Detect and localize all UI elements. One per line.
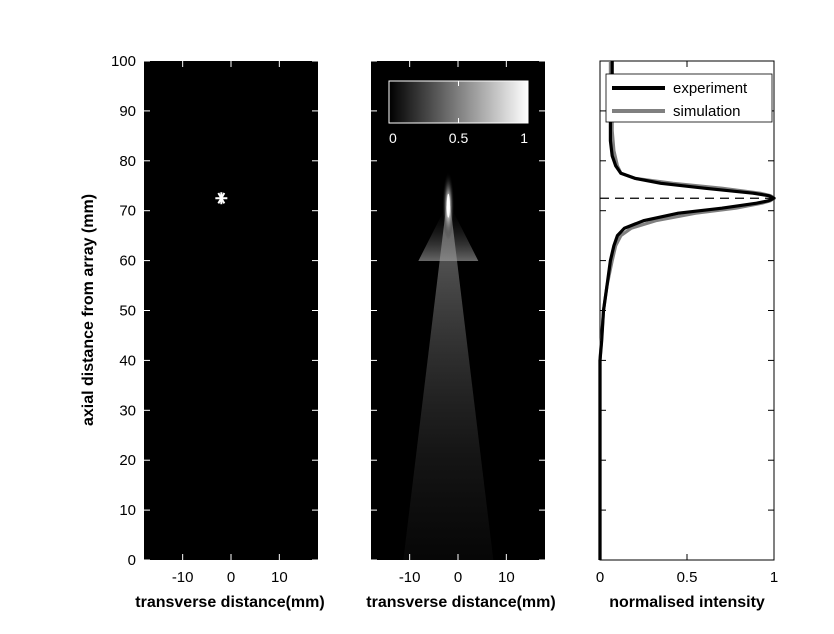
y-axis-label: axial distance from array (mm) <box>80 194 97 426</box>
y-tick-label: 60 <box>119 253 136 270</box>
legend: experiment simulation <box>605 73 773 123</box>
panel3-plot-area <box>599 60 775 561</box>
beam-diverging <box>403 205 494 560</box>
series-line-experiment <box>598 61 776 560</box>
y-tick-label: 0 <box>128 552 136 569</box>
colorbar-tick-label: 0 <box>389 130 397 146</box>
y-tick-label: 90 <box>119 103 136 120</box>
x-tick-label: -10 <box>172 569 194 586</box>
panel3-xlabel: normalised intensity <box>609 594 765 611</box>
x-tick-label: 10 <box>271 569 288 586</box>
y-tick-label: 100 <box>111 53 136 70</box>
target-marker <box>215 192 228 205</box>
x-tick-label: 10 <box>498 569 515 586</box>
y-tick-label: 40 <box>119 352 136 369</box>
intensity-field-panel: -10 0 10 0 0.5 1 transverse distance(mm) <box>366 60 556 611</box>
x-tick-label: 0 <box>454 569 462 586</box>
y-tick-label: 50 <box>119 303 136 320</box>
legend-box <box>605 73 773 123</box>
x-tick-label: -10 <box>399 569 421 586</box>
x-tick-label: 0 <box>227 569 235 586</box>
panel2-xlabel: transverse distance(mm) <box>366 594 555 611</box>
panel1-xlabel: transverse distance(mm) <box>135 594 324 611</box>
x-tick-label: 0 <box>596 569 604 586</box>
x-tick-label: 0.5 <box>677 569 698 586</box>
y-tick-label: 20 <box>119 452 136 469</box>
colorbar-gradient <box>388 80 529 124</box>
y-tick-label: 10 <box>119 502 136 519</box>
colorbar-tick-label: 0.5 <box>449 130 469 146</box>
legend-simulation-label: simulation <box>673 103 741 120</box>
target-position-panel: 0 10 20 30 40 50 60 70 80 90 100 -10 0 10 transverse… <box>80 53 325 611</box>
focal-peak <box>446 193 450 218</box>
colorbar: 0 0.5 1 <box>388 80 529 146</box>
y-tick-label: 30 <box>119 402 136 419</box>
axial-profile-panel: 0 0.5 1 experiment simulation normalised i… <box>596 60 778 611</box>
y-tick-label: 70 <box>119 203 136 220</box>
x-tick-label: 1 <box>770 569 778 586</box>
legend-experiment-label: experiment <box>673 80 748 97</box>
y-tick-label: 80 <box>119 153 136 170</box>
colorbar-tick-label: 1 <box>520 130 528 146</box>
panel1-plot-area <box>144 61 318 560</box>
intensity-field-image <box>403 171 494 560</box>
